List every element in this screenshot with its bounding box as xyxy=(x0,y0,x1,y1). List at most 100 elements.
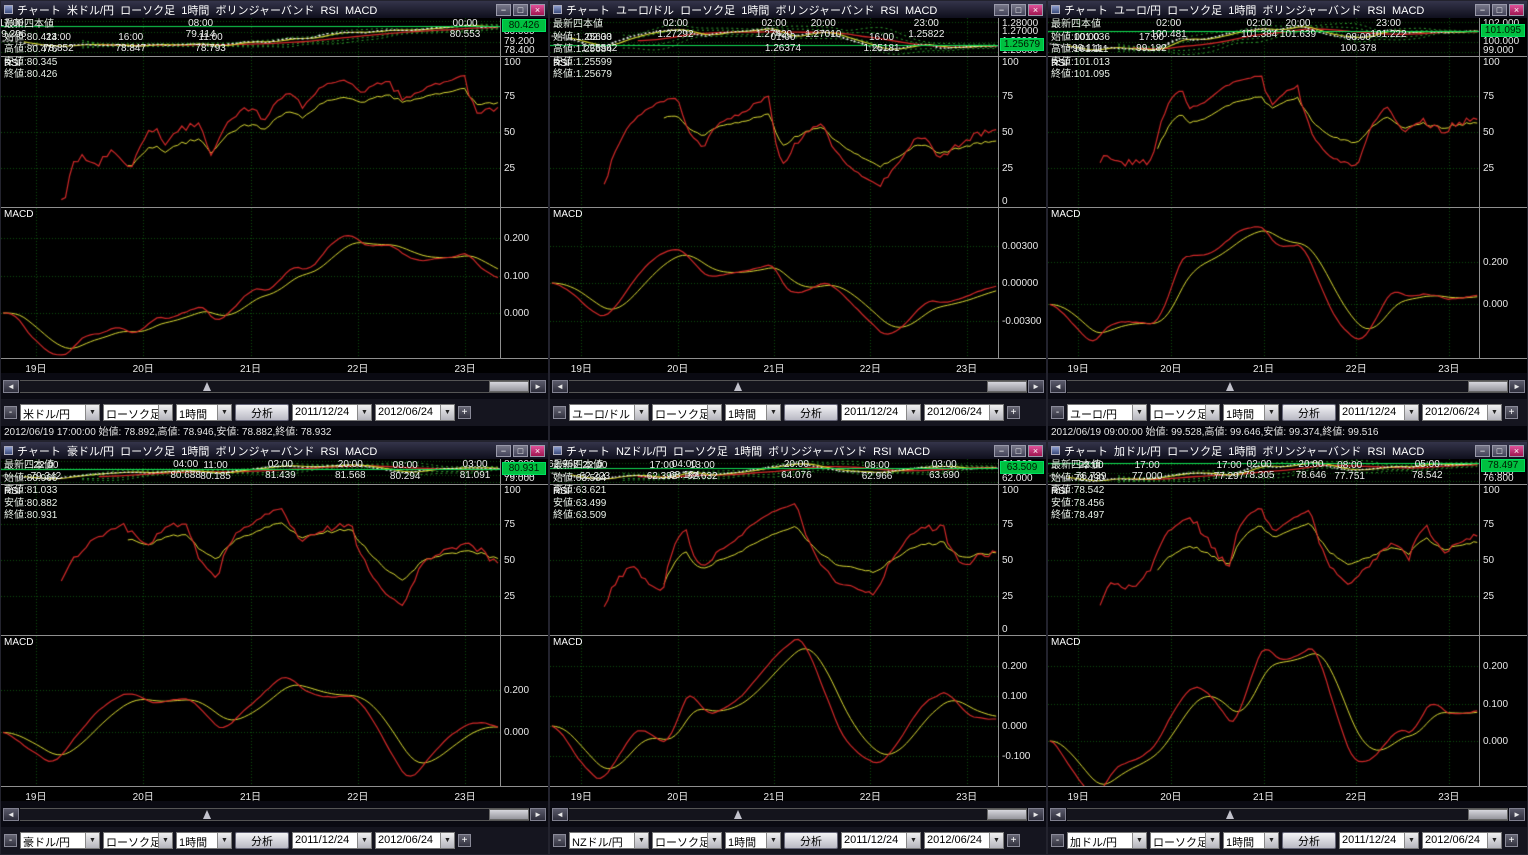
macd-chart[interactable]: 0.200 0.100 0.000 MACD xyxy=(1,207,548,358)
scroll-left-button[interactable]: ◄ xyxy=(3,807,19,821)
chart-type-select[interactable]: ローソク足 ▼ xyxy=(652,404,722,421)
scroll-thumb[interactable] xyxy=(987,808,1027,820)
scroll-right-button[interactable]: ► xyxy=(1509,379,1525,393)
rsi-chart[interactable]: 100 75 50 25 RSI xyxy=(1,56,548,207)
chevron-down-icon[interactable]: ▼ xyxy=(1264,405,1278,420)
zoom-out-button[interactable]: - xyxy=(1051,834,1064,847)
zoom-slider-handle[interactable] xyxy=(733,809,742,819)
chevron-down-icon[interactable]: ▼ xyxy=(707,833,721,848)
price-chart-canvas[interactable] xyxy=(550,459,998,484)
chevron-down-icon[interactable]: ▼ xyxy=(85,833,99,848)
date-from-select[interactable]: 2011/12/24 ▼ xyxy=(1339,832,1419,849)
minimize-button[interactable]: − xyxy=(994,3,1009,16)
scroll-track[interactable] xyxy=(569,807,1027,821)
price-chart-canvas[interactable] xyxy=(1,459,500,484)
close-button[interactable]: × xyxy=(1509,444,1524,457)
chart-scrollbar[interactable]: ◄ ► xyxy=(1050,807,1525,821)
period-select[interactable]: 1時間 ▼ xyxy=(725,404,781,421)
chart-scrollbar[interactable]: ◄ ► xyxy=(552,807,1044,821)
pair-select[interactable]: ユーロ/円 ▼ xyxy=(1067,404,1147,421)
zoom-out-button[interactable]: - xyxy=(1051,406,1064,419)
date-from-select[interactable]: 2011/12/24 ▼ xyxy=(292,832,372,849)
chevron-down-icon[interactable]: ▼ xyxy=(1404,833,1418,848)
chevron-down-icon[interactable]: ▼ xyxy=(440,405,454,420)
window-titlebar[interactable]: チャート 米ドル/円 ローソク足 1時間 ボリンジャーバンド RSI MACD … xyxy=(1,1,548,18)
scroll-left-button[interactable]: ◄ xyxy=(552,379,568,393)
date-to-select[interactable]: 2012/06/24 ▼ xyxy=(375,832,455,849)
zoom-in-button[interactable]: + xyxy=(458,406,471,419)
rsi-chart[interactable]: 100 75 50 25 0 RSI xyxy=(550,56,1046,207)
zoom-slider-handle[interactable] xyxy=(1225,381,1234,391)
chevron-down-icon[interactable]: ▼ xyxy=(158,405,172,420)
rsi-chart-canvas[interactable] xyxy=(550,485,998,635)
analyze-button[interactable]: 分析 xyxy=(1282,404,1336,421)
analyze-button[interactable]: 分析 xyxy=(784,404,838,421)
zoom-slider-handle[interactable] xyxy=(1225,809,1234,819)
chevron-down-icon[interactable]: ▼ xyxy=(1205,405,1219,420)
rsi-chart-canvas[interactable] xyxy=(550,57,998,207)
date-to-select[interactable]: 2012/06/24 ▼ xyxy=(1422,832,1502,849)
chevron-down-icon[interactable]: ▼ xyxy=(1132,833,1146,848)
chart-scrollbar[interactable]: ◄ ► xyxy=(3,807,546,821)
rsi-chart-canvas[interactable] xyxy=(1,485,500,635)
chevron-down-icon[interactable]: ▼ xyxy=(158,833,172,848)
price-chart-canvas[interactable] xyxy=(1048,459,1479,484)
macd-chart[interactable]: 0.200 0.100 0.000 MACD xyxy=(1048,635,1527,786)
rsi-chart-canvas[interactable] xyxy=(1048,57,1479,207)
zoom-out-button[interactable]: - xyxy=(553,406,566,419)
minimize-button[interactable]: − xyxy=(1475,3,1490,16)
macd-chart[interactable]: 0.200 0.000 MACD xyxy=(1,635,548,786)
chart-scrollbar[interactable]: ◄ ► xyxy=(552,379,1044,393)
chevron-down-icon[interactable]: ▼ xyxy=(357,833,371,848)
scroll-track[interactable] xyxy=(20,807,529,821)
minimize-button[interactable]: − xyxy=(1475,444,1490,457)
zoom-in-button[interactable]: + xyxy=(1007,406,1020,419)
pair-select[interactable]: NZドル/円 ▼ xyxy=(569,832,649,849)
zoom-slider-handle[interactable] xyxy=(733,381,742,391)
macd-chart-canvas[interactable] xyxy=(550,636,998,786)
maximize-button[interactable]: □ xyxy=(1011,444,1026,457)
period-select[interactable]: 1時間 ▼ xyxy=(725,832,781,849)
macd-chart[interactable]: 0.200 0.100 0.000 -0.100 MACD xyxy=(550,635,1046,786)
chart-type-select[interactable]: ローソク足 ▼ xyxy=(652,832,722,849)
zoom-slider-handle[interactable] xyxy=(203,809,212,819)
scroll-track[interactable] xyxy=(569,379,1027,393)
macd-chart-canvas[interactable] xyxy=(1,636,500,786)
chevron-down-icon[interactable]: ▼ xyxy=(1205,833,1219,848)
chevron-down-icon[interactable]: ▼ xyxy=(766,833,780,848)
zoom-in-button[interactable]: + xyxy=(458,834,471,847)
price-chart-canvas[interactable] xyxy=(1,18,500,56)
pair-select[interactable]: 豪ドル/円 ▼ xyxy=(20,832,100,849)
date-from-select[interactable]: 2011/12/24 ▼ xyxy=(841,404,921,421)
chevron-down-icon[interactable]: ▼ xyxy=(85,405,99,420)
chart-type-select[interactable]: ローソク足 ▼ xyxy=(1150,404,1220,421)
rsi-chart-canvas[interactable] xyxy=(1,57,500,207)
window-titlebar[interactable]: チャート 豪ドル/円 ローソク足 1時間 ボリンジャーバンド RSI MACD … xyxy=(1,442,548,459)
analyze-button[interactable]: 分析 xyxy=(235,404,289,421)
date-to-select[interactable]: 2012/06/24 ▼ xyxy=(1422,404,1502,421)
chevron-down-icon[interactable]: ▼ xyxy=(1487,833,1501,848)
scroll-track[interactable] xyxy=(20,379,529,393)
zoom-out-button[interactable]: - xyxy=(4,834,17,847)
macd-chart[interactable]: 0.00300 0.00000 -0.00300 MACD xyxy=(550,207,1046,358)
maximize-button[interactable]: □ xyxy=(513,444,528,457)
close-button[interactable]: × xyxy=(530,3,545,16)
scroll-track[interactable] xyxy=(1067,379,1508,393)
period-select[interactable]: 1時間 ▼ xyxy=(176,404,232,421)
date-to-select[interactable]: 2012/06/24 ▼ xyxy=(924,404,1004,421)
chevron-down-icon[interactable]: ▼ xyxy=(1264,833,1278,848)
rsi-chart[interactable]: 100 75 50 25 RSI xyxy=(1048,484,1527,635)
scroll-thumb[interactable] xyxy=(489,380,529,392)
rsi-chart[interactable]: 100 75 50 25 RSI xyxy=(1048,56,1527,207)
window-titlebar[interactable]: チャート ユーロ/円 ローソク足 1時間 ボリンジャーバンド RSI MACD … xyxy=(1048,1,1527,18)
minimize-button[interactable]: − xyxy=(496,3,511,16)
maximize-button[interactable]: □ xyxy=(1492,444,1507,457)
maximize-button[interactable]: □ xyxy=(513,3,528,16)
scroll-thumb[interactable] xyxy=(1468,380,1508,392)
period-select[interactable]: 1時間 ▼ xyxy=(1223,832,1279,849)
zoom-out-button[interactable]: - xyxy=(553,834,566,847)
